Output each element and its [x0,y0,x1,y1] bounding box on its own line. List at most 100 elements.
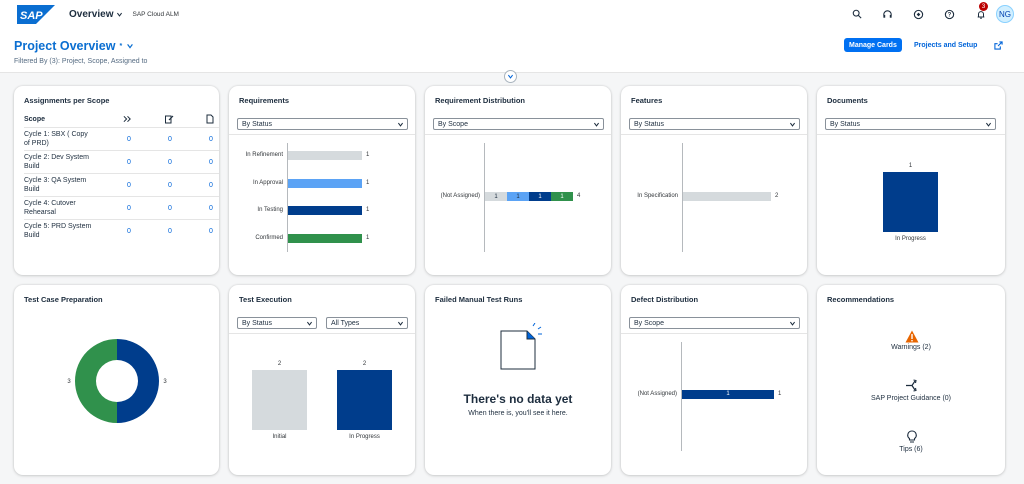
notification-badge: 3 [979,2,988,11]
count-value[interactable]: 0 [209,228,213,235]
chevron-down-icon [789,122,796,127]
defect-distribution-card[interactable]: Defect Distribution By Scope (Not Assign… [621,285,807,475]
chevron-down-icon [985,122,992,127]
select-value: By Status [830,120,860,128]
card-divider [229,333,415,334]
bar-category-label: In Testing [257,207,283,213]
scope-filter-select[interactable]: By Scope [629,317,800,329]
stacked-bar-segment: 1 [485,192,507,201]
table-row[interactable]: Cycle 3: QA System Build 0 0 0 [24,173,219,196]
documents-card[interactable]: Documents By Status 1 In Progress [817,86,1005,275]
bar-value-label: 2 [277,361,282,367]
card-divider [621,134,807,135]
chart-axis [287,143,288,252]
select-value: By Scope [438,120,468,128]
select-value: All Types [331,319,360,327]
app-subtitle: SAP Cloud ALM [132,10,179,18]
count-value[interactable]: 0 [168,159,172,166]
status-filter-select[interactable]: By Status [825,118,996,130]
requirement-distribution-card[interactable]: Requirement Distribution By Scope (Not A… [425,86,611,275]
table-row[interactable]: Cycle 2: Dev System Build 0 0 0 [24,150,219,173]
guidance-branch-icon[interactable] [904,377,920,393]
count-value[interactable]: 0 [168,205,172,212]
donut-slice[interactable] [117,339,159,423]
count-value[interactable]: 0 [127,159,131,166]
warnings-link[interactable]: Warnings (2) [891,344,931,351]
lightbulb-icon[interactable] [904,429,920,445]
help-icon[interactable]: ? [934,0,965,28]
bar-value-label: 1 [778,391,782,397]
scope-name: Cycle 1: SBX ( Copy of PRD) [24,131,88,147]
project-guidance-link[interactable]: SAP Project Guidance (0) [870,395,952,402]
count-value[interactable]: 0 [127,136,131,143]
scope-name: Cycle 3: QA System Build [24,177,87,193]
features-card[interactable]: Features By Status In Specification 2 [621,86,807,275]
stacked-bar-segment: 1 [529,192,551,201]
projects-setup-button[interactable]: Projects and Setup [914,41,978,49]
double-chevron-right-icon [123,115,131,123]
page-title: Project Overview [14,39,116,53]
warning-icon[interactable] [904,328,920,344]
status-filter-select[interactable]: By Status [237,118,408,130]
count-value[interactable]: 0 [168,136,172,143]
count-value[interactable]: 0 [127,205,131,212]
chevron-down-icon [127,44,134,49]
status-filter-select[interactable]: By Status [629,118,800,130]
headset-icon[interactable] [872,0,903,28]
count-value[interactable]: 0 [127,228,131,235]
scope-column-header: Scope [24,116,46,123]
bar-category-label: Initial [272,434,287,440]
count-value[interactable]: 0 [209,136,213,143]
app-title-menu[interactable]: Overview [69,9,123,20]
assignments-per-scope-card[interactable]: Assignments per Scope Scope Cycle 1: SBX… [14,86,219,275]
table-row[interactable]: Cycle 5: PRD System Build 0 0 0 [24,219,219,242]
user-avatar[interactable]: NG [996,5,1014,23]
card-title: Assignments per Scope [24,96,110,105]
select-value: By Status [242,319,272,327]
recommendations-card[interactable]: Recommendations Warnings (2) SAP Project… [817,285,1005,475]
count-value[interactable]: 0 [209,159,213,166]
collapse-header-button[interactable] [504,70,517,83]
joule-icon[interactable] [903,0,934,28]
card-title: Failed Manual Test Runs [435,295,523,304]
no-data-subtitle: When there is, you'll see it here. [468,410,568,417]
bar [288,151,362,160]
bar-category-label: In Progress [895,236,926,242]
requirements-card[interactable]: Requirements By Status In Refinement 1 In … [229,86,415,275]
select-value: By Status [242,120,272,128]
sap-logo[interactable]: SAP [17,4,55,24]
card-title: Documents [827,96,868,105]
tips-link[interactable]: Tips (6) [899,446,923,453]
scope-filter-select[interactable]: By Scope [433,118,604,130]
donut-slice[interactable] [75,339,117,423]
count-value[interactable]: 0 [168,182,172,189]
count-value[interactable]: 0 [168,228,172,235]
status-filter-select[interactable]: By Status [237,317,317,329]
card-title: Test Case Preparation [24,295,103,304]
svg-text:SAP: SAP [20,10,43,22]
test-execution-card[interactable]: Test Execution By Status All Types 2 Init… [229,285,415,475]
table-row[interactable]: Cycle 1: SBX ( Copy of PRD) 0 0 0 [24,127,219,150]
share-icon[interactable] [991,38,1005,52]
bar-category-label: Confirmed [255,234,283,241]
count-value[interactable]: 0 [209,205,213,212]
stacked-bar-segment: 1 [507,192,529,201]
search-icon[interactable] [841,0,872,28]
type-filter-select[interactable]: All Types [326,317,408,329]
svg-text:?: ? [948,12,952,18]
count-value[interactable]: 0 [127,182,131,189]
count-value[interactable]: 0 [209,182,213,189]
failed-manual-test-runs-card[interactable]: Failed Manual Test Runs There's no data … [425,285,611,475]
manage-cards-button[interactable]: Manage Cards [844,38,902,52]
bar-value-label: 2 [362,361,367,367]
card-divider [621,333,807,334]
notifications-bell-icon[interactable]: 3 [965,0,996,28]
variant-selector[interactable]: Project Overview * [14,39,134,53]
bar [683,192,771,201]
scope-name: Cycle 5: PRD System Build [24,223,92,239]
table-row[interactable]: Cycle 4: Cutover Rehearsal 0 0 0 [24,196,219,219]
bar-value-label: 1 [366,179,370,186]
bar-value-label: 1 [366,152,370,158]
bar-value-label: 1 [366,207,370,213]
